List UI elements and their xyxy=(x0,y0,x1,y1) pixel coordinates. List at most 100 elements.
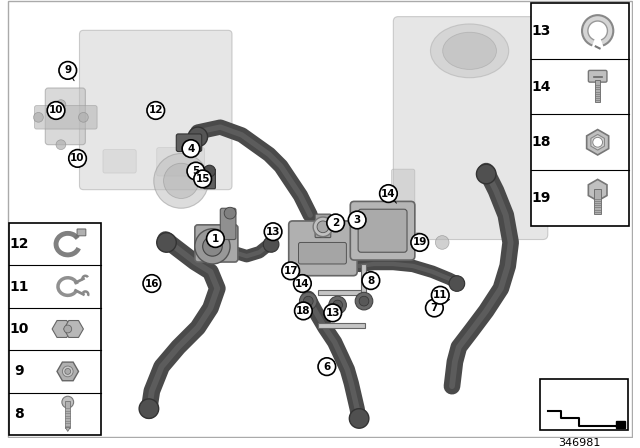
Circle shape xyxy=(62,366,73,377)
Circle shape xyxy=(349,409,369,428)
Circle shape xyxy=(476,164,496,184)
FancyBboxPatch shape xyxy=(195,225,238,262)
Circle shape xyxy=(68,150,86,167)
FancyBboxPatch shape xyxy=(350,202,415,260)
Text: 14: 14 xyxy=(381,189,396,198)
Text: 10: 10 xyxy=(49,105,63,116)
Circle shape xyxy=(362,272,380,289)
Circle shape xyxy=(56,140,66,150)
Text: 10: 10 xyxy=(9,322,29,336)
Circle shape xyxy=(65,369,70,375)
FancyBboxPatch shape xyxy=(157,148,205,176)
FancyBboxPatch shape xyxy=(315,214,331,237)
Text: 346981: 346981 xyxy=(558,438,600,448)
Circle shape xyxy=(282,262,300,280)
Text: 9: 9 xyxy=(64,65,71,75)
Circle shape xyxy=(317,221,329,233)
Bar xyxy=(361,264,366,295)
Circle shape xyxy=(294,275,311,293)
Circle shape xyxy=(182,140,200,157)
Bar xyxy=(531,3,629,226)
Bar xyxy=(65,401,70,427)
Circle shape xyxy=(263,237,279,252)
Circle shape xyxy=(204,165,216,177)
Circle shape xyxy=(359,296,369,306)
Text: 14: 14 xyxy=(295,279,310,289)
Circle shape xyxy=(143,275,161,293)
Text: 13: 13 xyxy=(266,227,280,237)
FancyBboxPatch shape xyxy=(298,242,346,264)
Circle shape xyxy=(431,286,449,304)
Text: 8: 8 xyxy=(14,407,24,421)
FancyBboxPatch shape xyxy=(45,88,85,145)
Circle shape xyxy=(33,112,44,122)
Text: 6: 6 xyxy=(323,362,330,372)
FancyBboxPatch shape xyxy=(289,221,357,276)
Circle shape xyxy=(79,112,88,122)
Circle shape xyxy=(56,100,66,109)
Text: 15: 15 xyxy=(195,174,210,184)
Circle shape xyxy=(313,217,333,237)
Circle shape xyxy=(203,237,222,256)
Circle shape xyxy=(303,296,313,306)
FancyBboxPatch shape xyxy=(204,169,216,189)
Circle shape xyxy=(188,127,207,146)
Circle shape xyxy=(327,214,344,232)
FancyBboxPatch shape xyxy=(392,169,415,217)
Ellipse shape xyxy=(443,32,497,69)
Circle shape xyxy=(355,293,372,310)
Text: 2: 2 xyxy=(332,218,339,228)
Circle shape xyxy=(62,396,74,408)
Circle shape xyxy=(139,399,159,418)
Text: 11: 11 xyxy=(9,280,29,293)
Circle shape xyxy=(329,296,346,314)
Text: 14: 14 xyxy=(531,80,550,94)
Circle shape xyxy=(154,154,209,208)
FancyBboxPatch shape xyxy=(176,134,202,151)
FancyBboxPatch shape xyxy=(79,30,232,190)
Text: 9: 9 xyxy=(14,364,24,379)
Circle shape xyxy=(324,304,342,322)
Circle shape xyxy=(411,233,424,246)
Circle shape xyxy=(64,325,72,333)
Text: 5: 5 xyxy=(192,166,200,176)
Bar xyxy=(318,323,365,327)
Circle shape xyxy=(435,236,449,249)
Circle shape xyxy=(348,211,366,229)
Bar xyxy=(616,422,625,428)
Text: 13: 13 xyxy=(326,308,340,318)
Text: 17: 17 xyxy=(284,266,298,276)
Circle shape xyxy=(449,276,465,291)
Text: 18: 18 xyxy=(531,135,550,149)
Bar xyxy=(9,223,101,435)
Text: 13: 13 xyxy=(531,24,550,38)
FancyBboxPatch shape xyxy=(358,209,407,252)
Text: 3: 3 xyxy=(353,215,361,225)
Text: 10: 10 xyxy=(70,153,84,164)
Bar xyxy=(540,379,628,430)
Circle shape xyxy=(147,102,164,119)
FancyBboxPatch shape xyxy=(220,208,236,240)
Text: 12: 12 xyxy=(9,237,29,251)
Bar xyxy=(318,290,365,295)
Circle shape xyxy=(194,170,211,188)
Circle shape xyxy=(318,358,335,375)
Circle shape xyxy=(294,302,312,320)
Text: 16: 16 xyxy=(145,279,159,289)
FancyBboxPatch shape xyxy=(394,17,548,240)
FancyBboxPatch shape xyxy=(77,229,86,236)
Circle shape xyxy=(164,163,199,198)
Text: 12: 12 xyxy=(148,105,163,116)
Bar xyxy=(595,80,600,102)
FancyBboxPatch shape xyxy=(35,106,97,129)
Circle shape xyxy=(582,15,613,47)
Circle shape xyxy=(411,234,429,251)
Text: 18: 18 xyxy=(296,306,310,316)
Circle shape xyxy=(333,300,342,310)
Circle shape xyxy=(187,162,205,180)
Circle shape xyxy=(59,61,77,79)
Text: 1: 1 xyxy=(212,233,219,244)
Text: 19: 19 xyxy=(531,191,550,205)
Bar xyxy=(594,189,601,214)
Text: 19: 19 xyxy=(413,237,427,247)
